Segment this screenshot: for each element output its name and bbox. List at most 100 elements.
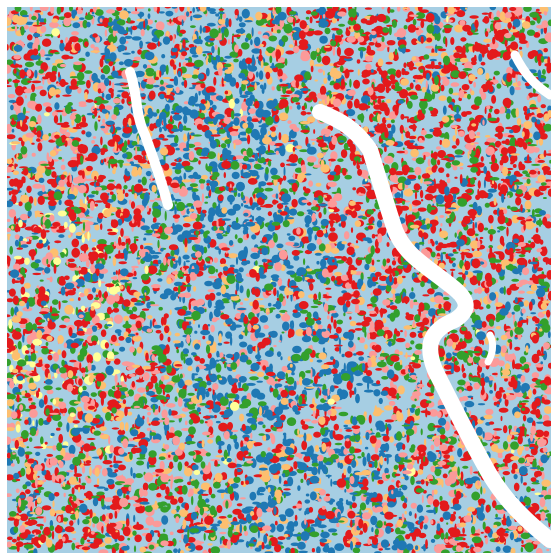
patch [525,138,533,145]
patch [63,374,66,380]
patch [305,519,315,524]
patch [420,456,429,467]
patch [150,260,153,266]
patch [34,259,41,264]
patch [24,95,27,99]
patch [359,508,362,516]
patch [194,541,205,544]
patch [329,227,336,232]
patch [199,156,210,159]
patch [264,551,274,553]
patch [415,343,424,350]
patch [64,304,74,315]
patch [531,209,535,218]
patch [396,7,401,12]
patch [358,337,366,344]
patch [46,389,54,395]
patch [31,402,36,406]
patch [79,292,85,298]
patch [409,299,414,309]
patch [474,288,478,294]
patch [219,531,227,535]
patch [215,455,224,458]
patch [48,200,57,207]
patch [479,236,484,240]
patch [401,189,403,200]
patch [18,137,23,141]
patch [246,158,255,163]
patch [229,435,238,440]
patch [446,15,449,23]
patch [461,111,468,117]
patch [257,371,265,377]
patch [37,142,43,152]
patch [457,198,468,207]
patch [375,432,381,438]
patch [7,298,14,303]
patch [219,258,227,265]
patch [142,64,148,69]
patch [164,7,171,9]
patch [457,533,467,537]
patch [143,237,147,241]
patch [246,233,249,239]
patch [311,212,316,222]
patch [137,49,143,55]
patch [520,406,530,415]
patch [105,202,111,209]
patch [261,541,265,550]
patch [322,295,332,299]
patch [289,363,293,368]
patch [190,15,193,21]
patch [370,69,374,73]
patch [343,362,346,373]
patch [96,478,100,486]
patch [382,329,393,339]
patch [160,79,164,85]
patch [62,94,72,97]
patch [133,213,143,222]
patch [188,87,195,90]
patch [41,38,52,47]
patch [67,263,77,268]
patch [148,8,151,12]
patch [548,149,551,153]
patch [504,26,507,30]
patch [136,460,145,466]
patch [530,312,537,315]
patch [233,58,239,63]
patch [195,545,203,551]
patch [202,335,206,340]
patch [483,38,492,43]
patch [483,178,486,189]
patch [333,434,344,441]
patch [521,131,525,138]
patch [522,267,530,276]
patch [509,129,514,134]
patch [101,92,105,98]
patch [52,299,59,305]
patch [364,178,368,182]
patch [153,530,160,533]
patch [215,359,220,362]
patch [430,538,436,543]
patch [300,129,310,133]
patch [367,332,371,340]
patch [420,479,425,485]
patch [214,44,218,51]
patch [345,300,351,308]
patch [544,406,551,414]
patch [491,12,494,21]
patch [191,495,194,506]
patch [182,254,190,260]
patch [418,29,424,34]
patch [496,83,502,89]
patch [265,71,271,80]
patch [96,491,105,496]
patch [183,172,187,180]
patch [94,203,98,207]
patch [7,176,11,179]
patch [402,7,409,10]
patch [362,78,370,85]
patch [107,389,114,397]
